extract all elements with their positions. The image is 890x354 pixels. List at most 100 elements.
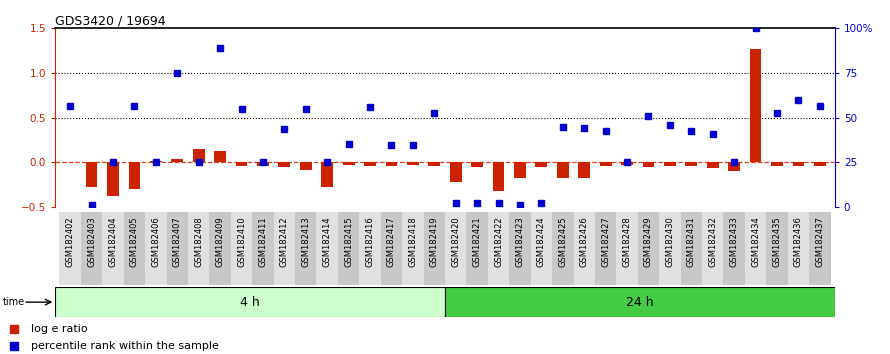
Text: GSM182411: GSM182411	[258, 216, 267, 267]
Bar	[573, 212, 595, 285]
Text: GSM182417: GSM182417	[387, 216, 396, 267]
Bar	[681, 212, 702, 285]
Text: GSM182423: GSM182423	[515, 216, 524, 267]
Text: GSM182434: GSM182434	[751, 216, 760, 267]
Bar	[600, 162, 611, 166]
Bar	[166, 212, 188, 285]
Text: GSM182414: GSM182414	[323, 216, 332, 267]
Bar	[188, 212, 209, 285]
Text: log e ratio: log e ratio	[31, 324, 87, 334]
Text: GSM182415: GSM182415	[344, 216, 353, 267]
Bar	[514, 162, 526, 178]
Bar	[343, 162, 354, 165]
Text: GSM182403: GSM182403	[87, 216, 96, 267]
Bar	[536, 162, 547, 167]
Bar	[128, 162, 141, 189]
Bar	[150, 161, 162, 162]
Bar	[172, 159, 183, 162]
Bar	[257, 162, 269, 166]
Text: GSM182402: GSM182402	[66, 216, 75, 267]
Bar	[685, 162, 697, 166]
Bar	[466, 212, 488, 285]
Text: GSM182407: GSM182407	[173, 216, 182, 267]
Bar	[445, 212, 466, 285]
Bar	[809, 212, 830, 285]
Text: GSM182420: GSM182420	[451, 216, 460, 267]
Bar	[231, 212, 252, 285]
Bar	[273, 212, 295, 285]
Text: GSM182429: GSM182429	[644, 216, 653, 267]
Text: GSM182424: GSM182424	[537, 216, 546, 267]
Text: GSM182437: GSM182437	[815, 216, 824, 267]
Bar	[252, 212, 273, 285]
Bar	[295, 212, 317, 285]
Text: GSM182436: GSM182436	[794, 216, 803, 267]
Bar	[445, 287, 835, 317]
Bar	[236, 162, 247, 166]
Text: GSM182421: GSM182421	[473, 216, 481, 267]
Bar	[621, 162, 633, 165]
Bar	[552, 212, 573, 285]
Text: GSM182422: GSM182422	[494, 216, 503, 267]
Bar	[530, 212, 552, 285]
Bar	[124, 212, 145, 285]
Text: 24 h: 24 h	[626, 296, 654, 309]
Text: 4 h: 4 h	[240, 296, 260, 309]
Bar	[728, 162, 740, 171]
Bar	[300, 162, 311, 170]
Text: GSM182410: GSM182410	[237, 216, 246, 267]
Text: GSM182426: GSM182426	[579, 216, 588, 267]
Bar	[745, 212, 766, 285]
Text: GSM182412: GSM182412	[279, 216, 289, 267]
Bar	[766, 212, 788, 285]
Bar	[145, 212, 166, 285]
Bar	[402, 212, 424, 285]
Text: GSM182425: GSM182425	[558, 216, 567, 267]
Bar	[471, 162, 483, 167]
Text: GSM182433: GSM182433	[730, 216, 739, 267]
Text: GSM182406: GSM182406	[151, 216, 160, 267]
Bar	[364, 162, 376, 166]
Text: GSM182404: GSM182404	[109, 216, 117, 267]
Bar	[702, 212, 724, 285]
Bar	[209, 212, 231, 285]
Bar	[509, 212, 530, 285]
Bar	[407, 162, 419, 165]
Bar	[814, 162, 826, 166]
Text: GSM182431: GSM182431	[687, 216, 696, 267]
Text: GSM182409: GSM182409	[215, 216, 224, 267]
Text: GSM182428: GSM182428	[623, 216, 632, 267]
Text: percentile rank within the sample: percentile rank within the sample	[31, 341, 219, 351]
Text: GSM182413: GSM182413	[302, 216, 311, 267]
Bar	[81, 212, 102, 285]
Bar	[643, 162, 654, 167]
Bar	[638, 212, 659, 285]
Bar	[102, 212, 124, 285]
Bar	[788, 212, 809, 285]
Bar	[449, 162, 462, 182]
Bar	[557, 162, 569, 178]
Text: GSM182408: GSM182408	[194, 216, 203, 267]
Bar	[771, 162, 783, 166]
Bar	[321, 162, 333, 187]
Bar	[488, 212, 509, 285]
Bar	[493, 162, 505, 191]
Bar	[85, 162, 98, 187]
Bar	[279, 162, 290, 167]
Bar	[338, 212, 360, 285]
Bar	[360, 212, 381, 285]
Text: GSM182435: GSM182435	[773, 216, 781, 267]
Text: GDS3420 / 19694: GDS3420 / 19694	[55, 14, 166, 27]
Bar	[428, 162, 441, 166]
Bar	[659, 212, 681, 285]
Bar	[595, 212, 617, 285]
Bar	[60, 212, 81, 285]
Bar	[617, 212, 638, 285]
Bar	[578, 162, 590, 178]
Text: GSM182419: GSM182419	[430, 216, 439, 267]
Text: GSM182418: GSM182418	[409, 216, 417, 267]
Text: GSM182432: GSM182432	[708, 216, 717, 267]
Text: time: time	[3, 297, 25, 307]
Bar	[707, 162, 718, 168]
Bar	[664, 162, 676, 166]
